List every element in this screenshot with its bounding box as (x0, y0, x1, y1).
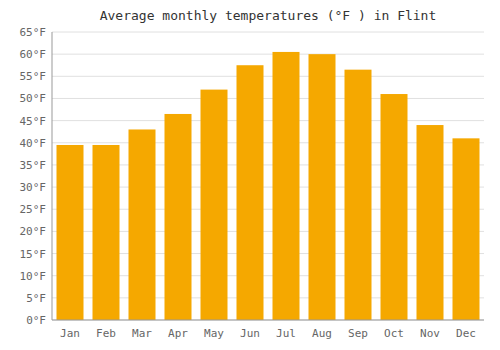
y-tick-label: 15°F (20, 248, 47, 261)
y-tick-label: 60°F (20, 48, 47, 61)
grid-line (52, 320, 484, 321)
grid-line (52, 76, 484, 77)
bar (417, 125, 444, 320)
x-tick-label: Aug (312, 327, 332, 340)
bar (93, 145, 120, 320)
bar (453, 138, 480, 320)
y-tick-label: 45°F (20, 115, 47, 128)
x-tick-label: Jul (276, 327, 296, 340)
y-tick-label: 40°F (20, 137, 47, 150)
x-tick-label: Dec (456, 327, 476, 340)
bar (165, 114, 192, 320)
x-tick-label: Oct (384, 327, 404, 340)
x-tick-label: Feb (96, 327, 116, 340)
y-tick-label: 50°F (20, 92, 47, 105)
x-axis: Jan Feb Mar Apr May Jun Jul Aug Sep Oct Nov Dec (60, 327, 476, 340)
x-tick-label: Apr (168, 327, 188, 340)
y-tick-label: 10°F (20, 270, 47, 283)
bar (129, 129, 156, 320)
chart-container: Average monthly temperatures (°F ) in Fl… (0, 0, 500, 350)
x-axis-line (52, 320, 484, 321)
y-tick-label: 65°F (20, 26, 47, 39)
y-tick-label: 0°F (26, 314, 46, 327)
chart: Average monthly temperatures (°F ) in Fl… (0, 0, 500, 350)
y-tick-label: 20°F (20, 225, 47, 238)
bar (381, 94, 408, 320)
grid-line (52, 120, 484, 121)
x-tick-label: May (204, 327, 224, 340)
y-tick-label: 55°F (20, 70, 47, 83)
bars (57, 52, 480, 320)
grid-line (52, 54, 484, 55)
grid-line (52, 32, 484, 33)
x-tick-label: Nov (420, 327, 440, 340)
bar (201, 90, 228, 320)
x-tick-label: Mar (132, 327, 152, 340)
x-tick-label: Jun (240, 327, 260, 340)
bar (237, 65, 264, 320)
bar (273, 52, 300, 320)
title: Average monthly temperatures (°F ) in Fl… (100, 8, 437, 23)
bar (309, 54, 336, 320)
x-tick-label: Jan (60, 327, 80, 340)
y-tick-label: 25°F (20, 203, 47, 216)
y-tick-label: 30°F (20, 181, 47, 194)
grid-line (52, 98, 484, 99)
bar (57, 145, 84, 320)
y-axis: 0°F 5°F 10°F 15°F 20°F 25°F 30°F 35°F 40°F 45°F 50… (20, 26, 485, 327)
y-tick-label: 5°F (26, 292, 46, 305)
y-tick-label: 35°F (20, 159, 47, 172)
x-tick-label: Sep (348, 327, 368, 340)
y-axis-line (52, 32, 53, 320)
bar (345, 70, 372, 320)
